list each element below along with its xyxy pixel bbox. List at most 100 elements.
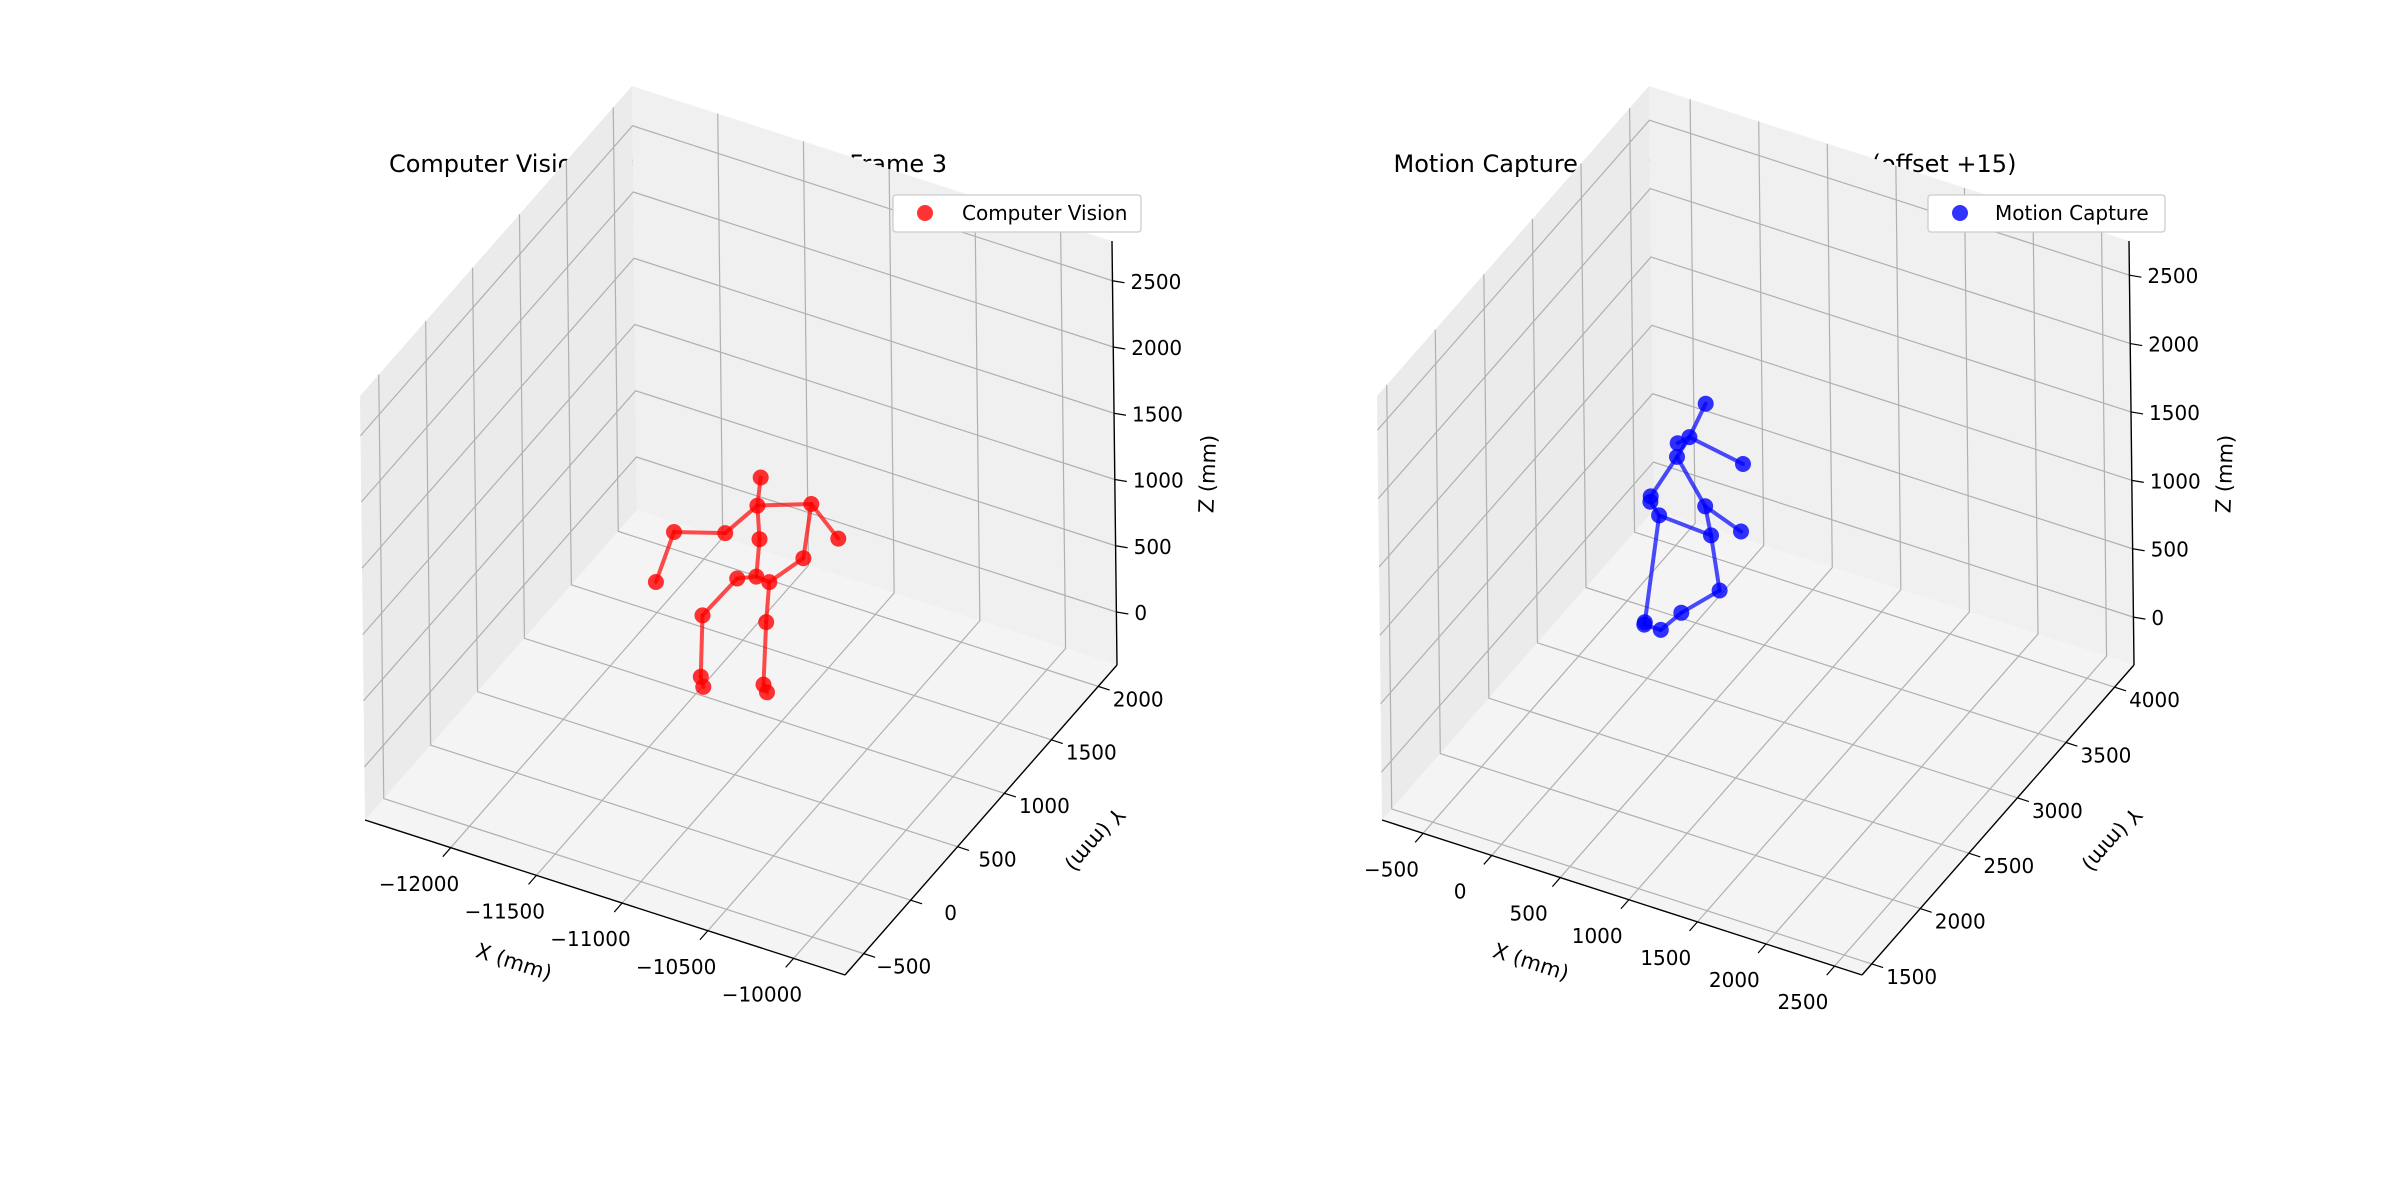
z-tick	[1113, 346, 1126, 350]
z-tick	[1116, 611, 1129, 615]
y-tick	[2017, 797, 2030, 803]
gridline-y	[1483, 274, 1970, 854]
y-tick-label: 3500	[2081, 743, 2132, 767]
x-tick	[613, 902, 623, 913]
data-point	[666, 524, 682, 540]
skeleton-edge	[1657, 513, 1714, 538]
y-tick	[2065, 741, 2078, 747]
y-tick-label: 2000	[1113, 687, 1164, 711]
x-axis-label: X (mm)	[1490, 939, 1572, 986]
gridline-x	[1765, 209, 2039, 945]
data-point	[749, 497, 766, 514]
x-tick	[1620, 899, 1630, 910]
gridline-x	[621, 169, 895, 904]
z-tick	[1115, 545, 1128, 549]
skeleton-edge	[700, 576, 740, 618]
x-tick	[1757, 943, 1767, 954]
y-tick	[1920, 908, 1932, 913]
y-tick-label: 3000	[2032, 799, 2083, 823]
z-tick	[2131, 479, 2144, 483]
x-tick	[1551, 877, 1561, 887]
skeleton-edge	[801, 501, 814, 561]
x-tick	[785, 957, 795, 968]
gridline-z	[363, 390, 1116, 702]
gridline-x	[1696, 187, 1971, 923]
x-tick-label: −10000	[722, 982, 802, 1006]
z-tick-label: 1000	[2150, 469, 2201, 493]
y-tick-label: 1500	[1886, 965, 1937, 989]
x-tick-label: 2500	[1777, 990, 1828, 1014]
gridline-y	[518, 214, 1005, 794]
gridline-x	[707, 196, 981, 932]
data-point	[758, 614, 775, 631]
data-point	[761, 574, 778, 591]
data-point	[1669, 435, 1686, 452]
gridline-x	[1559, 143, 1833, 878]
y-tick-label: 4000	[2129, 688, 2180, 712]
y-tick	[1968, 852, 1981, 858]
legend-frame	[892, 194, 1142, 233]
gridline-y	[1580, 163, 2067, 744]
data-point	[803, 496, 820, 512]
y-tick	[957, 846, 970, 851]
gridline-x	[1422, 99, 1696, 834]
z-tick	[1112, 280, 1125, 284]
data-point	[1711, 582, 1728, 599]
z-tick	[1113, 412, 1127, 416]
gridline-z	[361, 257, 1115, 569]
x-tick	[1483, 855, 1493, 865]
gridline-z	[1380, 461, 2134, 773]
x-tick	[1689, 921, 1698, 932]
data-point	[717, 525, 734, 542]
skeleton-edge	[698, 613, 705, 679]
gridline-y	[378, 374, 864, 955]
data-points	[647, 469, 847, 701]
data-point	[795, 550, 812, 567]
gridline-z	[1377, 187, 2131, 499]
z-tick-label: 0	[2151, 606, 2164, 630]
gridline-y	[565, 160, 1052, 741]
chart-panel-computer-vision: Computer Vision Triangulation - Video Fr…	[360, 86, 1221, 1006]
data-point	[647, 574, 664, 590]
z-tick	[2130, 411, 2144, 415]
z-tick	[2133, 616, 2146, 620]
z-axis-label: Z (mm)	[1194, 434, 1221, 513]
z-tick-label: 500	[1134, 535, 1172, 559]
x-tick-label: 500	[1510, 902, 1548, 926]
gridlines	[360, 107, 1117, 959]
data-point	[1697, 498, 1714, 515]
gridline-z	[1378, 256, 2132, 568]
data-point	[752, 469, 769, 486]
y-tick-label: 500	[978, 848, 1016, 872]
data-point	[1652, 621, 1669, 638]
legend-label: Computer Vision	[962, 201, 1127, 225]
skeleton-edge	[671, 529, 728, 536]
x-tick	[1414, 832, 1424, 843]
y-axis-line	[1861, 664, 2135, 976]
x-tick	[528, 874, 537, 885]
y-tick	[1871, 963, 1884, 969]
pane-xy	[1382, 510, 2134, 975]
y-tick-label: −500	[876, 955, 931, 979]
legend-marker	[1952, 205, 1968, 221]
legend-frame	[1927, 194, 2166, 233]
z-tick	[2130, 342, 2143, 347]
x-axis-line	[1381, 819, 1863, 976]
data-point	[729, 570, 746, 587]
z-tick-label: 0	[1134, 601, 1147, 625]
z-tick-label: 2500	[2147, 264, 2198, 288]
data-point	[1697, 395, 1714, 412]
z-axis-line	[1111, 240, 1118, 666]
x-tick-label: −11000	[550, 927, 630, 951]
y-tick-label: 1000	[1019, 794, 1070, 818]
y-tick	[1098, 685, 1110, 691]
axes-3d: −12000−11500−11000−10500−10000 −500 0 500 10…	[360, 86, 1221, 1006]
gridline-z	[1379, 324, 2133, 636]
y-tick	[1004, 792, 1017, 798]
x-tick-label: 0	[1454, 880, 1467, 904]
skeleton-edge	[1687, 435, 1745, 466]
y-tick-label: 2500	[1983, 854, 2034, 878]
y-axis-label: Y (mm)	[2078, 802, 2147, 876]
skeleton-edge	[1709, 533, 1722, 593]
x-axis-line	[364, 819, 846, 976]
